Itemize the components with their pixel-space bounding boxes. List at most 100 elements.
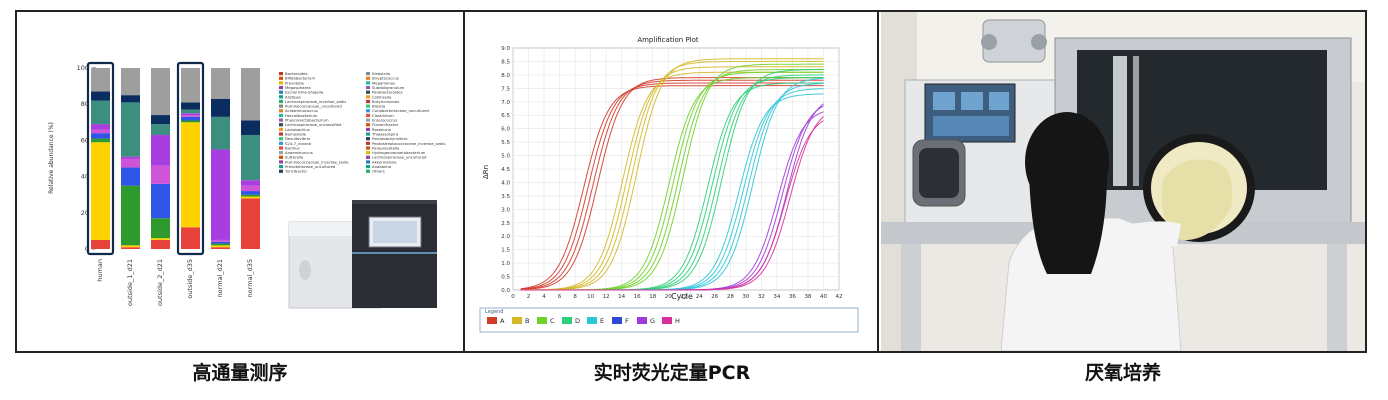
x-tick-label: 20 — [665, 294, 672, 300]
legend-label: Hydrogenoanaerobacterium — [372, 150, 426, 155]
bar-segment — [121, 247, 140, 249]
y-tick-label: 100 — [77, 64, 89, 72]
anaerobic-culture-photo — [881, 12, 1365, 351]
legend-swatch — [279, 151, 283, 155]
bar-segment — [211, 116, 230, 150]
legend-swatch — [279, 169, 283, 173]
y-tick-label: 60 — [81, 136, 89, 144]
legend-swatch — [279, 81, 283, 85]
x-axis-label: Cycle — [671, 292, 693, 301]
x-tick-label: 0 — [511, 294, 515, 300]
bar-segment — [91, 68, 110, 92]
legend-swatch — [366, 165, 370, 169]
legend-label: Enterococcus — [372, 118, 397, 123]
caption-anaerobic: 厌氧培养 — [1084, 362, 1161, 384]
legend-swatch-G — [637, 317, 647, 324]
bar-segment — [211, 68, 230, 99]
legend-label: Lactobacillus — [285, 127, 310, 132]
legend-swatch — [366, 113, 370, 118]
caption-qpcr: 实时荧光定量PCR — [593, 362, 751, 384]
x-tick-labels: 0 2 4 6 8 10 12 14 16 18 20 22 24 26 28 30 32 34 36 38 40 42 — [511, 294, 842, 300]
legend-title: Legend — [485, 309, 503, 315]
bar-segment — [181, 120, 200, 123]
bar-segment — [151, 68, 170, 116]
legend-label-A: A — [500, 317, 505, 325]
legend-label: Bacteroides — [285, 71, 307, 76]
sequencing-panel: 0 20 40 60 80 100 Relative abundance (%) huma… — [17, 12, 463, 351]
sequencer-machine-icon — [288, 200, 437, 309]
legend-label: Lachnospiraceae_uncultured — [372, 155, 427, 160]
legend-swatch — [279, 85, 283, 90]
bar-segment — [211, 245, 230, 248]
bar-segment — [181, 115, 200, 117]
legend-label: Megamonas — [372, 80, 395, 85]
sample-label: outside_d35 — [186, 259, 194, 299]
sample-label: normal_d21 — [216, 259, 224, 297]
x-tick-label: 34 — [773, 294, 780, 300]
x-tick-label: 42 — [836, 294, 843, 300]
legend-swatch-H — [662, 317, 672, 324]
y-axis-label: Relative abundance (%) — [48, 122, 55, 194]
legend-label: Phascolarctobacterium — [285, 118, 329, 123]
bar-segment — [181, 113, 200, 116]
figure-frame — [15, 10, 1367, 353]
x-tick-label: 6 — [558, 294, 562, 300]
bar-segment — [91, 91, 110, 101]
bar-segment — [241, 191, 260, 195]
bar-segment — [181, 109, 200, 114]
legend-swatch-C — [537, 317, 547, 324]
legend-swatch — [279, 137, 283, 141]
legend-swatch-D — [562, 317, 572, 324]
bar-segment — [241, 68, 260, 121]
curve-H — [520, 116, 824, 291]
x-tick-label: 18 — [649, 294, 656, 300]
legend-swatch — [279, 155, 283, 159]
legend-label: Lachnospiraceae_incertae_sedis — [285, 99, 346, 104]
legend-items: A B C D E F G H — [487, 317, 680, 325]
bar-segment — [181, 122, 200, 228]
legend-label: Faecalibacterium — [285, 113, 318, 118]
y-tick-label: 80 — [81, 100, 89, 108]
bar-segment — [241, 185, 260, 192]
legend-label: Thalassospira — [371, 131, 398, 136]
legend-swatch — [366, 137, 370, 141]
bar-segment — [241, 134, 260, 181]
legend-label: Megasphaera — [285, 85, 311, 90]
bar-segment — [211, 241, 230, 244]
bar-segment — [151, 183, 170, 219]
panel-divider — [463, 10, 465, 353]
legend-swatch — [279, 104, 283, 108]
bar-segment — [121, 95, 140, 103]
y-tick-label: 9.0 — [501, 46, 510, 52]
legend-label-G: G — [650, 317, 655, 325]
curve-B — [520, 58, 824, 291]
chart-title: Amplification Plot — [637, 36, 699, 44]
bar-segment — [121, 68, 140, 96]
legend-label: Lachnospiraceae_unclassified — [285, 122, 342, 127]
legend-label-C: C — [550, 317, 555, 325]
y-tick-label: 3.5 — [501, 194, 510, 200]
legend-swatch — [279, 165, 283, 169]
bar-segment — [91, 124, 110, 130]
legend-label: Clostridium — [372, 113, 394, 118]
legend-label: Coriobacteriaceae_uncultured — [372, 108, 430, 113]
curve-A — [520, 79, 824, 290]
stacked-bars — [86, 61, 260, 256]
bar-segment — [181, 68, 200, 103]
legend-swatch — [279, 99, 283, 104]
bar-segment — [211, 239, 230, 242]
bar-segment — [241, 196, 260, 199]
legend-swatch-E — [587, 317, 597, 324]
qpcr-panel: Amplification Plot 0.0 0.5 1.0 1.5 2.0 2.5 3.0… — [467, 12, 877, 351]
x-tick-label: 28 — [727, 294, 734, 300]
bar-segment — [211, 243, 230, 246]
legend-label: Roseburia — [372, 127, 391, 132]
amplification-plot: Amplification Plot 0.0 0.5 1.0 1.5 2.0 2.5 3.0… — [479, 36, 859, 333]
bar-segment — [241, 194, 260, 197]
legend-swatch — [366, 151, 370, 155]
legend-label: Flavonifractor — [372, 122, 399, 127]
y-tick-label: 6.0 — [501, 127, 510, 133]
y-tick-labels: 0.0 0.5 1.0 1.5 2.0 2.5 3.0 3.5 4.0 4.5 5.0 5.5 6.0 6… — [501, 46, 510, 294]
legend-swatch — [366, 169, 370, 173]
highlight-box — [86, 61, 115, 256]
